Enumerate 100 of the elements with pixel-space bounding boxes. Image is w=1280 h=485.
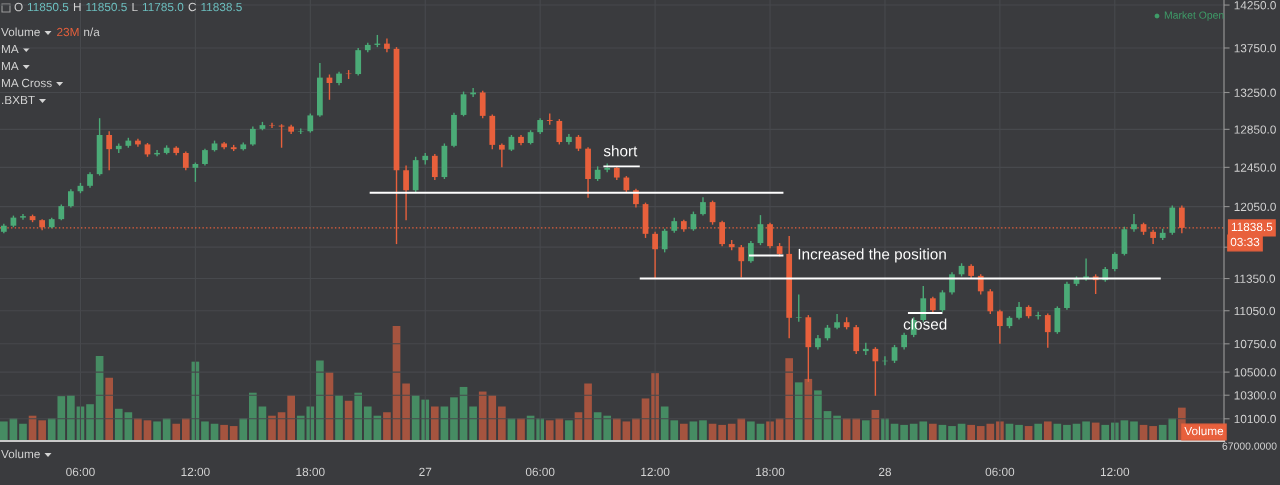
- bar: [134, 418, 142, 441]
- bar: [469, 406, 477, 441]
- candlestick: [278, 123, 285, 149]
- bar: [239, 418, 248, 441]
- x-tick-label: 06:00: [66, 467, 95, 477]
- bar: [1034, 423, 1043, 441]
- bar: [612, 418, 621, 441]
- annotation: Volume: [1184, 426, 1224, 436]
- bar: [19, 423, 27, 441]
- y-tick-label: 13250.0: [1234, 88, 1276, 97]
- y-tick-label: 13750.0: [1234, 44, 1276, 53]
- bar: [105, 377, 114, 441]
- bar: [1149, 426, 1157, 441]
- bar: [430, 406, 439, 441]
- bar: [229, 426, 238, 441]
- y-tick-label: 12050.0: [1234, 202, 1276, 211]
- candlestick: [661, 228, 668, 254]
- candlestick: [182, 150, 189, 171]
- annotation: O 11850.5 H 11850.5 L 11785.0 C 11838.5: [14, 2, 242, 12]
- y-tick-label: 12450.0: [1234, 163, 1276, 172]
- annotation: MA: [1, 44, 19, 54]
- x-tick-label: 06:00: [985, 467, 1015, 477]
- candlestick: [795, 293, 802, 323]
- bar: [584, 383, 592, 441]
- bar: [948, 426, 956, 441]
- candlestick: [1044, 312, 1051, 349]
- bar: [1101, 424, 1110, 441]
- candlestick: [20, 213, 26, 221]
- candlestick: [403, 164, 409, 221]
- candlestick: [949, 271, 955, 296]
- bar: [268, 415, 276, 441]
- y-tick-label: 11350.0: [1234, 274, 1276, 283]
- bar: [680, 423, 688, 441]
- bar: [794, 382, 803, 441]
- annotation: MA: [1, 61, 19, 71]
- x-tick-label: 27: [419, 467, 432, 476]
- annotation: Market Open: [1164, 11, 1224, 21]
- candlestick: [192, 161, 199, 183]
- bar: [172, 423, 181, 441]
- bar: [316, 360, 324, 441]
- bar: [287, 395, 295, 441]
- candlestick: [987, 288, 994, 315]
- bar: [747, 421, 755, 441]
- bar: [153, 421, 161, 441]
- candlestick: [431, 153, 438, 181]
- bar: [354, 392, 363, 441]
- bar: [814, 390, 822, 441]
- text: 67000.0000: [1222, 442, 1277, 450]
- candlestick: [498, 142, 505, 169]
- bar: [498, 406, 506, 441]
- y-tick-label: 10500.0: [1234, 368, 1276, 377]
- x-tick-label: 28: [878, 467, 892, 477]
- annotation: Increased the position: [798, 248, 946, 263]
- x-tick-label: 12:00: [641, 467, 670, 477]
- bar: [363, 406, 372, 441]
- bar: [86, 404, 94, 441]
- y-tick-label: 10100.0: [1234, 414, 1276, 424]
- candlestick: [556, 118, 563, 146]
- candlestick: [106, 130, 113, 171]
- candlestick: [355, 47, 362, 77]
- bar: [1130, 421, 1138, 441]
- bar: [383, 412, 391, 441]
- bar: [900, 424, 908, 441]
- bar: [0, 421, 8, 441]
- bar: [201, 421, 209, 441]
- bar: [181, 418, 190, 441]
- bar: [785, 358, 794, 441]
- bar: [450, 397, 458, 441]
- bar: [1063, 424, 1071, 441]
- bar: [632, 418, 640, 441]
- bar: [967, 424, 975, 441]
- text: Volume 23M n/a: [1, 27, 100, 37]
- y-tick-label: 14250.0: [1234, 1, 1276, 10]
- candlestick: [307, 112, 314, 134]
- candlestick: [68, 188, 74, 209]
- bar: [114, 408, 123, 441]
- x-tick-label: 06:00: [525, 467, 555, 477]
- bar: [603, 415, 612, 441]
- y-tick-label: 10750.0: [1234, 339, 1276, 349]
- candlestick: [269, 122, 275, 129]
- y-tick-label: 12850.0: [1234, 125, 1276, 134]
- bar: [861, 420, 870, 441]
- x-tick-label: 18:00: [296, 467, 325, 477]
- annotation: .BXBT: [2, 95, 35, 105]
- candlestick: [891, 344, 898, 364]
- bar: [718, 424, 726, 441]
- text: 03:33: [1230, 237, 1260, 247]
- y-tick-label: 11050.0: [1234, 306, 1276, 316]
- bar: [565, 420, 573, 441]
- annotation: MA Cross: [1, 78, 52, 88]
- bar: [402, 383, 410, 441]
- candlestick: [997, 308, 1003, 345]
- bar: [220, 424, 228, 441]
- bar: [67, 395, 75, 441]
- bar: [699, 420, 707, 441]
- x-tick-label: 18:00: [756, 467, 785, 477]
- bar: [833, 415, 841, 441]
- candlestick: [1131, 213, 1137, 233]
- bar: [335, 395, 343, 441]
- candlestick: [738, 244, 745, 279]
